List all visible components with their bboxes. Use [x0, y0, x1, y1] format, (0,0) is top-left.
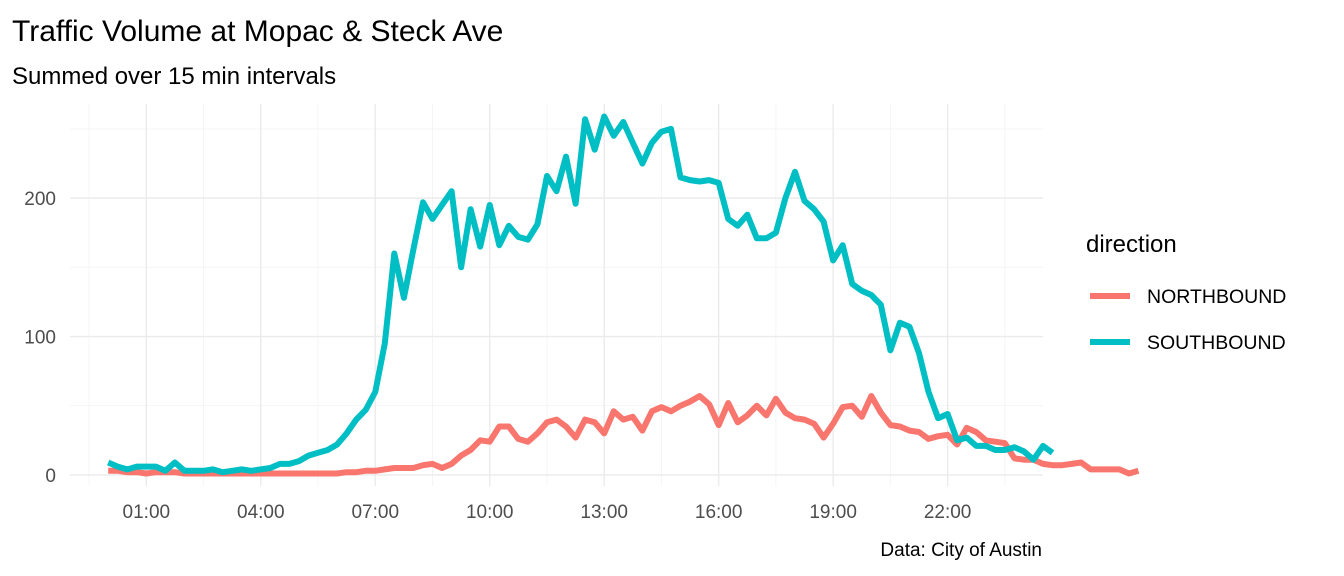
legend-label-southbound: SOUTHBOUND [1147, 332, 1286, 354]
series-lines [107, 113, 1140, 477]
x-tick-label: 19:00 [809, 502, 857, 523]
x-tick-label: 10:00 [466, 502, 514, 523]
y-axis-ticks: 0 100 200 [24, 189, 56, 487]
series-line-southbound [107, 113, 1055, 476]
chart-subtitle: Summed over 15 min intervals [12, 63, 336, 90]
x-tick-label: 13:00 [580, 502, 628, 523]
y-tick-label: 0 [45, 466, 56, 487]
x-tick-label: 01:00 [123, 502, 171, 523]
legend-title: direction [1086, 231, 1177, 258]
y-tick-label: 200 [24, 189, 56, 210]
legend-label-northbound: NORTHBOUND [1147, 286, 1286, 308]
x-tick-label: 04:00 [237, 502, 285, 523]
x-axis-ticks: 01:00 04:00 07:00 10:00 13:00 16:00 19:00 22:00 [123, 502, 972, 523]
x-tick-label: 16:00 [695, 502, 743, 523]
y-tick-label: 100 [24, 328, 56, 349]
series-line-northbound [108, 393, 1140, 477]
chart-caption: Data: City of Austin [880, 540, 1042, 561]
legend: direction NORTHBOUND SOUTHBOUND [1086, 231, 1286, 354]
grid [70, 104, 1043, 486]
x-tick-label: 07:00 [351, 502, 399, 523]
chart-title: Traffic Volume at Mopac & Steck Ave [12, 15, 503, 48]
x-tick-label: 22:00 [924, 502, 972, 523]
